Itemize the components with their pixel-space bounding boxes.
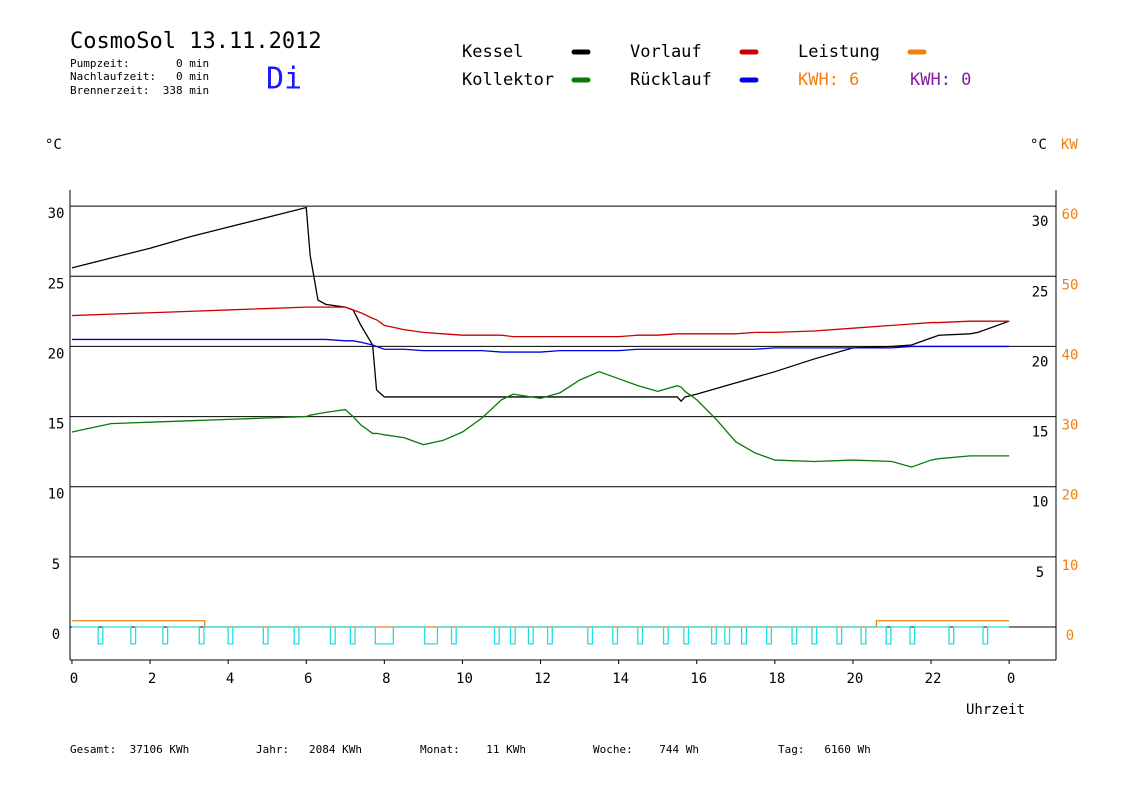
kwh-annotation: KWH: 6 bbox=[798, 70, 859, 90]
y2-tick-label: 50 bbox=[1062, 277, 1079, 293]
y2-tick-label: 60 bbox=[1062, 207, 1079, 223]
x-tick-label: 4 bbox=[226, 671, 234, 687]
footer-stat: Jahr: 2084 KWh bbox=[256, 743, 362, 756]
x-tick-label: 8 bbox=[382, 671, 390, 687]
x-tick-label: 0 bbox=[70, 671, 78, 687]
series-line bbox=[71, 306, 1010, 338]
y-tick-label-right: 5 bbox=[1036, 565, 1044, 581]
legend-label: Rücklauf bbox=[630, 70, 712, 90]
legend-label: Vorlauf bbox=[630, 42, 702, 62]
y-tick-label: 5 bbox=[52, 557, 60, 573]
legend-label: Kollektor bbox=[462, 70, 554, 90]
footer-stat: Gesamt: 37106 KWh bbox=[70, 743, 189, 756]
chart-title: CosmoSol 13.11.2012 bbox=[70, 29, 322, 54]
y-tick-label: 0 bbox=[52, 627, 60, 643]
y-tick-label-right: 25 bbox=[1032, 284, 1049, 300]
x-tick-label: 16 bbox=[690, 671, 707, 687]
series-line bbox=[71, 620, 1010, 628]
x-tick-label: 20 bbox=[847, 671, 864, 687]
x-axis-label: Uhrzeit bbox=[966, 702, 1025, 718]
y2-tick-label: 30 bbox=[1062, 418, 1079, 434]
series-line bbox=[71, 626, 1010, 645]
y2-tick-label: 40 bbox=[1062, 347, 1079, 363]
footer-stat: Monat: 11 KWh bbox=[420, 743, 526, 756]
y-tick-label-right: 10 bbox=[1032, 495, 1049, 511]
legend-label: Kessel bbox=[462, 42, 523, 62]
y-tick-label: 25 bbox=[48, 276, 65, 292]
y-tick-label: 20 bbox=[48, 346, 65, 362]
x-tick-label: 0 bbox=[1007, 671, 1015, 687]
info-line: Brennerzeit: 338 min bbox=[70, 84, 209, 97]
series-line bbox=[71, 338, 1010, 353]
x-tick-label: 10 bbox=[456, 671, 473, 687]
y-tick-label: 10 bbox=[48, 487, 65, 503]
day-label: Di bbox=[266, 62, 302, 97]
x-tick-label: 2 bbox=[148, 671, 156, 687]
series-line bbox=[71, 370, 1010, 468]
x-tick-label: 22 bbox=[925, 671, 942, 687]
x-tick-label: 18 bbox=[768, 671, 785, 687]
y-tick-label-right: 30 bbox=[1032, 214, 1049, 230]
info-line: Pumpzeit: 0 min bbox=[70, 57, 209, 70]
series-line bbox=[71, 206, 1010, 403]
y-tick-label-right: 15 bbox=[1032, 425, 1049, 441]
kwh-annotation: KWH: 0 bbox=[910, 70, 971, 90]
x-tick-label: 14 bbox=[612, 671, 629, 687]
y2-axis-label: KW bbox=[1061, 137, 1078, 153]
info-line: Nachlaufzeit: 0 min bbox=[70, 70, 209, 83]
y-axis-label-right: °C bbox=[1030, 137, 1047, 153]
y-tick-label: 15 bbox=[48, 417, 65, 433]
x-tick-label: 6 bbox=[304, 671, 312, 687]
y2-tick-label: 20 bbox=[1062, 488, 1079, 504]
y-axis-label: °C bbox=[45, 137, 62, 153]
legend-label: Leistung bbox=[798, 42, 880, 62]
footer-stat: Woche: 744 Wh bbox=[593, 743, 699, 756]
y-tick-label-right: 20 bbox=[1032, 354, 1049, 370]
y-tick-label: 30 bbox=[48, 206, 65, 222]
y2-tick-label: 10 bbox=[1062, 558, 1079, 574]
footer-stat: Tag: 6160 Wh bbox=[778, 743, 871, 756]
x-tick-label: 12 bbox=[534, 671, 551, 687]
y2-tick-label: 0 bbox=[1066, 628, 1074, 644]
